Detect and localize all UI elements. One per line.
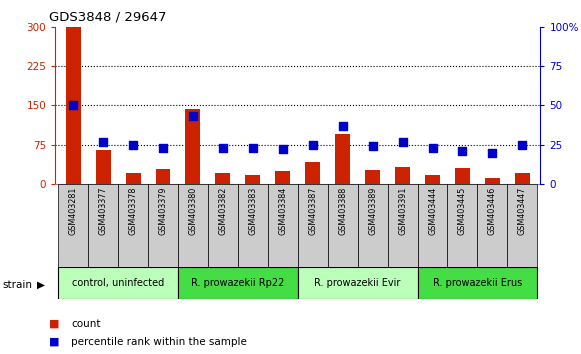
Point [98, 139, 107, 144]
Point [218, 145, 228, 151]
Bar [388, 184, 418, 267]
Text: GSM403383: GSM403383 [248, 187, 257, 235]
Text: GSM403384: GSM403384 [278, 187, 287, 235]
Text: R. prowazekii Rp22: R. prowazekii Rp22 [191, 278, 285, 288]
Text: GSM403281: GSM403281 [69, 187, 78, 235]
Bar [358, 184, 388, 267]
Bar [507, 184, 537, 267]
Bar [58, 184, 88, 267]
Point [368, 143, 377, 149]
Bar [88, 184, 118, 267]
Text: GSM403379: GSM403379 [159, 187, 167, 235]
Point [188, 114, 198, 119]
Point [69, 103, 78, 108]
Text: GSM403446: GSM403446 [488, 187, 497, 235]
Bar [297, 267, 418, 299]
Bar [395, 167, 410, 184]
Text: GSM403377: GSM403377 [99, 187, 107, 235]
Text: GSM403378: GSM403378 [128, 187, 138, 235]
Point [159, 145, 168, 151]
Bar [297, 184, 328, 267]
Text: R. prowazekii Evir: R. prowazekii Evir [314, 278, 401, 288]
Text: ■: ■ [49, 337, 60, 347]
Point [338, 123, 347, 129]
Bar [245, 175, 260, 184]
Text: GSM403380: GSM403380 [188, 187, 198, 235]
Text: GSM403391: GSM403391 [398, 187, 407, 235]
Text: ■: ■ [49, 319, 60, 329]
Text: strain: strain [3, 280, 33, 290]
Text: GSM403382: GSM403382 [218, 187, 227, 235]
Bar [365, 170, 380, 184]
Point [518, 142, 527, 148]
Bar [485, 178, 500, 184]
Text: control, uninfected: control, uninfected [72, 278, 164, 288]
Text: GDS3848 / 29647: GDS3848 / 29647 [49, 11, 167, 24]
Bar [178, 267, 297, 299]
Point [248, 145, 257, 151]
Text: R. prowazekii Erus: R. prowazekii Erus [433, 278, 522, 288]
Bar [425, 175, 440, 184]
Bar [216, 172, 231, 184]
Bar [125, 172, 141, 184]
Text: GSM403387: GSM403387 [309, 187, 317, 235]
Bar [66, 27, 81, 184]
Text: ▶: ▶ [37, 280, 45, 290]
Text: count: count [71, 319, 101, 329]
Bar [268, 184, 297, 267]
Text: GSM403388: GSM403388 [338, 187, 347, 235]
Text: percentile rank within the sample: percentile rank within the sample [71, 337, 248, 347]
Bar [156, 169, 170, 184]
Point [278, 147, 288, 152]
Bar [238, 184, 268, 267]
Bar [335, 134, 350, 184]
Bar [478, 184, 507, 267]
Text: GSM403447: GSM403447 [518, 187, 527, 235]
Point [488, 150, 497, 155]
Point [128, 142, 138, 148]
Bar [185, 109, 200, 184]
Point [458, 148, 467, 154]
Bar [148, 184, 178, 267]
Bar [447, 184, 478, 267]
Bar [418, 184, 447, 267]
Bar [418, 267, 537, 299]
Point [398, 139, 407, 144]
Bar [305, 162, 320, 184]
Text: GSM403444: GSM403444 [428, 187, 437, 235]
Point [308, 142, 317, 148]
Point [428, 145, 437, 151]
Bar [328, 184, 358, 267]
Bar [96, 150, 110, 184]
Bar [118, 184, 148, 267]
Bar [515, 172, 530, 184]
Bar [58, 267, 178, 299]
Bar [275, 171, 290, 184]
Bar [208, 184, 238, 267]
Bar [178, 184, 208, 267]
Text: GSM403445: GSM403445 [458, 187, 467, 235]
Bar [455, 169, 470, 184]
Text: GSM403389: GSM403389 [368, 187, 377, 235]
